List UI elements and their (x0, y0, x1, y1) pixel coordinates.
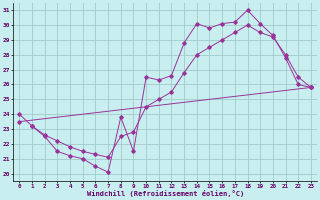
X-axis label: Windchill (Refroidissement éolien,°C): Windchill (Refroidissement éolien,°C) (86, 190, 244, 197)
